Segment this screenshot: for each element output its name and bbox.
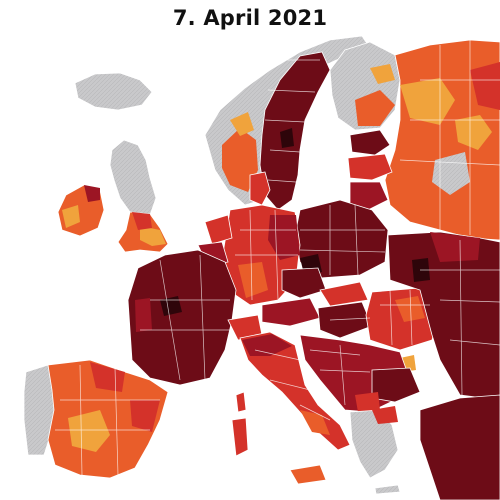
region-great-britain-north xyxy=(109,139,157,223)
region-greece-north-red xyxy=(372,406,398,424)
region-hungary xyxy=(317,301,373,339)
region-italy-north xyxy=(242,334,292,356)
region-crete xyxy=(374,484,401,495)
region-russia-east-red xyxy=(470,62,500,110)
region-russia-east-patch xyxy=(455,115,492,150)
region-finland-east xyxy=(370,64,395,84)
region-spain-east xyxy=(130,400,160,432)
region-bulgaria xyxy=(371,367,421,403)
region-sardinia xyxy=(231,417,249,457)
region-lithuania xyxy=(349,181,389,211)
region-iceland xyxy=(74,72,153,111)
region-north-macedonia xyxy=(355,392,380,412)
region-slovakia xyxy=(319,281,369,307)
map-title: 7. April 2021 xyxy=(172,6,328,30)
region-england-central xyxy=(132,212,152,230)
region-france-west xyxy=(135,298,152,332)
region-ukraine-north xyxy=(430,232,480,262)
region-france xyxy=(127,249,237,386)
region-sweden-dark-county xyxy=(280,128,294,148)
region-spain-central-yellow xyxy=(68,410,110,452)
region-finland-south xyxy=(355,90,395,126)
regional-borders xyxy=(55,40,500,476)
region-estonia xyxy=(349,129,391,156)
region-denmark xyxy=(249,171,271,206)
region-romania-orange xyxy=(395,296,425,322)
region-czechia xyxy=(281,267,327,299)
region-sicily xyxy=(289,464,327,485)
region-norway-west xyxy=(230,112,254,136)
region-germany-south xyxy=(238,262,268,298)
region-latvia xyxy=(347,153,393,181)
region-netherlands xyxy=(204,214,233,245)
region-england-east xyxy=(140,226,166,246)
region-northern-ireland xyxy=(84,185,100,202)
region-corsica xyxy=(235,391,247,413)
region-austria xyxy=(261,297,321,327)
region-russia-north-patch xyxy=(400,78,455,125)
region-ireland-west xyxy=(62,205,80,228)
region-spain xyxy=(47,359,169,479)
region-turkey xyxy=(419,394,500,500)
region-norway-south xyxy=(222,128,258,192)
region-spain-north-dark xyxy=(90,362,125,392)
region-france-black-dept xyxy=(160,296,182,316)
